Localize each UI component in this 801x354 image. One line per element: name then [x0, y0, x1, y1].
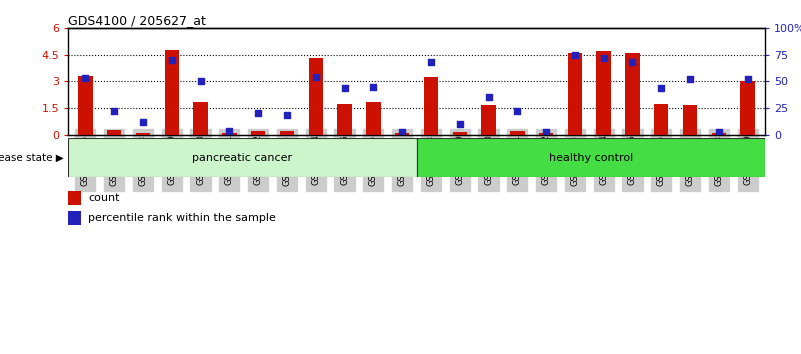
Bar — [626, 53, 640, 135]
Point — [655, 85, 668, 91]
Bar — [424, 77, 438, 135]
Bar — [164, 50, 179, 135]
Point — [280, 113, 293, 118]
Point — [741, 76, 754, 82]
Bar — [366, 102, 380, 135]
Bar — [280, 131, 294, 135]
Bar — [654, 104, 669, 135]
Text: GDS4100 / 205627_at: GDS4100 / 205627_at — [68, 14, 206, 27]
Bar — [683, 105, 698, 135]
Bar — [395, 133, 409, 135]
Point — [569, 52, 582, 58]
Bar — [597, 51, 611, 135]
Point — [309, 74, 322, 80]
Point — [684, 76, 697, 82]
Bar — [308, 57, 323, 135]
Bar — [481, 105, 496, 135]
Point — [79, 75, 92, 81]
Point — [338, 85, 351, 91]
Bar — [78, 76, 93, 135]
Point — [194, 79, 207, 84]
Point — [367, 84, 380, 90]
Point — [108, 108, 121, 114]
Text: count: count — [88, 193, 119, 203]
Bar — [711, 133, 726, 135]
Point — [598, 55, 610, 61]
Point — [252, 110, 264, 116]
Point — [511, 108, 524, 114]
Bar — [740, 81, 755, 135]
Bar — [539, 133, 553, 135]
Point — [396, 130, 409, 135]
Bar — [222, 133, 236, 135]
Bar — [453, 132, 467, 135]
Bar — [568, 53, 582, 135]
Point — [712, 130, 725, 135]
Point — [425, 59, 437, 65]
Text: disease state ▶: disease state ▶ — [0, 153, 64, 162]
Bar — [337, 104, 352, 135]
Bar — [135, 133, 150, 135]
Point — [482, 95, 495, 100]
Point — [136, 119, 149, 125]
Point — [165, 57, 178, 63]
Text: percentile rank within the sample: percentile rank within the sample — [88, 213, 276, 223]
Point — [626, 59, 639, 65]
Point — [223, 129, 235, 134]
Text: healthy control: healthy control — [549, 153, 633, 162]
Bar — [510, 131, 525, 135]
Bar — [193, 102, 207, 135]
Bar — [251, 131, 265, 135]
Point — [540, 130, 553, 135]
FancyBboxPatch shape — [417, 138, 765, 177]
Text: pancreatic cancer: pancreatic cancer — [192, 153, 292, 162]
Bar — [107, 130, 122, 135]
FancyBboxPatch shape — [68, 138, 417, 177]
Point — [453, 121, 466, 127]
